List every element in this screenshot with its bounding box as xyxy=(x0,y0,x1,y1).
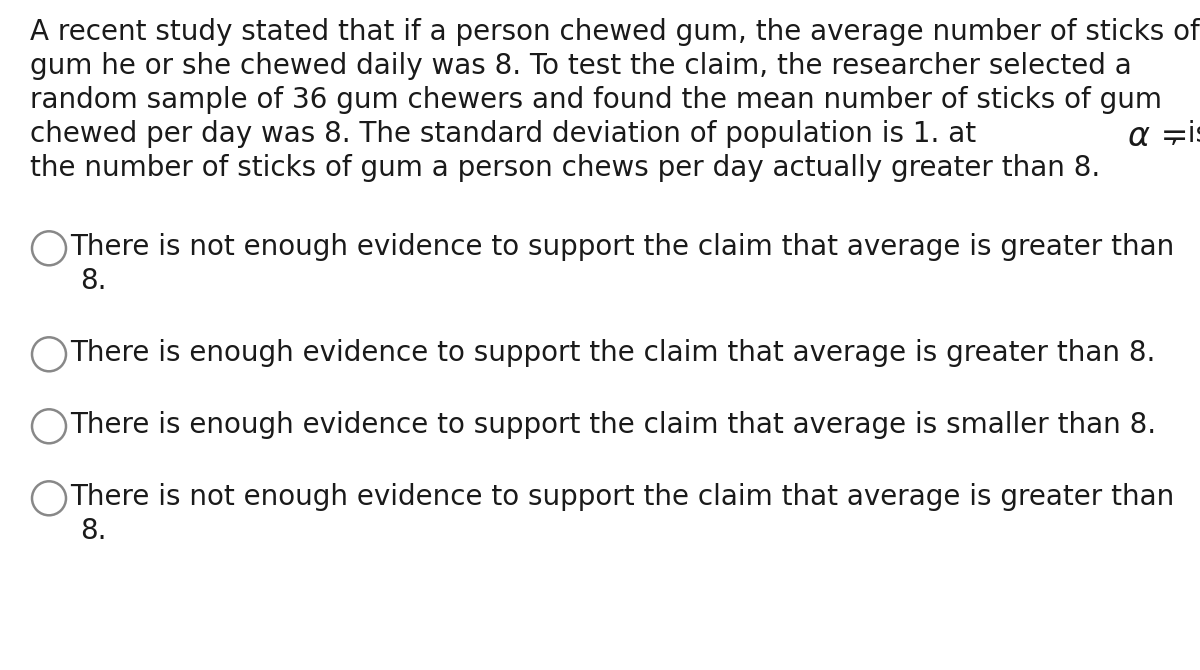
Text: There is not enough evidence to support the claim that average is greater than: There is not enough evidence to support … xyxy=(70,483,1175,511)
Text: A recent study stated that if a person chewed gum, the average number of sticks : A recent study stated that if a person c… xyxy=(30,18,1200,46)
Text: gum he or she chewed daily was 8. To test the claim, the researcher selected a: gum he or she chewed daily was 8. To tes… xyxy=(30,52,1132,80)
Text: random sample of 36 gum chewers and found the mean number of sticks of gum: random sample of 36 gum chewers and foun… xyxy=(30,86,1162,114)
Text: There is not enough evidence to support the claim that average is greater than: There is not enough evidence to support … xyxy=(70,233,1175,261)
Text: α = 0.05: α = 0.05 xyxy=(1128,120,1200,153)
Text: chewed per day was 8. The standard deviation of population is 1. at: chewed per day was 8. The standard devia… xyxy=(30,120,985,148)
Text: 8.: 8. xyxy=(80,517,107,545)
Text: There is enough evidence to support the claim that average is smaller than 8.: There is enough evidence to support the … xyxy=(70,411,1156,439)
Text: 8.: 8. xyxy=(80,267,107,295)
Text: There is enough evidence to support the claim that average is greater than 8.: There is enough evidence to support the … xyxy=(70,339,1156,367)
Text: , is: , is xyxy=(1170,120,1200,148)
Text: the number of sticks of gum a person chews per day actually greater than 8.: the number of sticks of gum a person che… xyxy=(30,154,1100,182)
